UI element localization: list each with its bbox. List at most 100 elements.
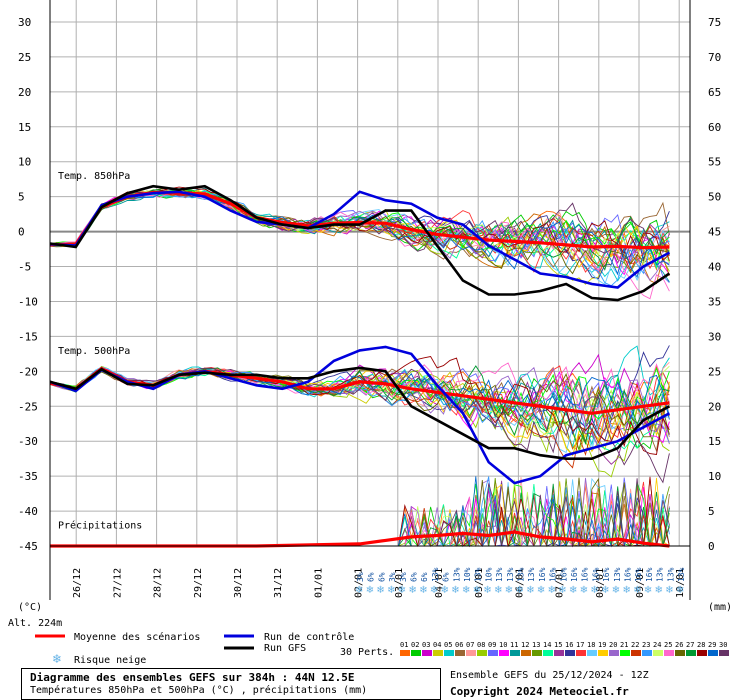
x-date-label: 04/01: [434, 568, 445, 598]
panel-label: Précipitations: [58, 520, 142, 532]
y-right-tick: 45: [708, 226, 721, 239]
legend-pert-id: 26: [675, 641, 683, 649]
legend-pert-swatch: [444, 650, 454, 656]
x-date-label: 31/12: [273, 568, 284, 598]
legend-pert-swatch: [697, 650, 707, 656]
precip-prob-label: 13%: [613, 567, 622, 582]
snow-flake-icon: ❄: [644, 585, 652, 596]
legend-pert-id: 09: [488, 641, 496, 649]
panel-label: Temp. 500hPa: [58, 346, 130, 357]
legend-pert-swatch: [609, 650, 619, 656]
snow-flake-icon: ❄: [526, 585, 534, 596]
legend-pert-id: 22: [631, 641, 639, 649]
legend-pert-id: 07: [466, 641, 474, 649]
legend-pert-swatch: [455, 650, 465, 656]
snow-flake-icon: ❄: [462, 585, 470, 596]
chart-axes: [49, 0, 691, 600]
snow-flake-icon: ❄: [376, 585, 384, 596]
legend-pert-swatch: [642, 650, 652, 656]
snow-flake-icon: ❄: [633, 585, 641, 596]
legend-pert-swatch: [411, 650, 421, 656]
y-left-tick: 30: [18, 16, 31, 29]
x-date-label: 03/01: [394, 568, 405, 598]
y-right-tick: 60: [708, 121, 721, 134]
precip-prob-label: 16%: [570, 567, 579, 582]
y-left-tick: 10: [18, 156, 31, 169]
y-left-tick: -5: [18, 261, 31, 274]
legend-pert-id: 01: [400, 641, 408, 649]
x-date-label: 07/01: [555, 568, 566, 598]
y-right-tick: 75: [708, 16, 721, 29]
x-date-label: 26/12: [72, 568, 83, 598]
snow-flake-icon: ❄: [419, 585, 427, 596]
y-left-tick: -45: [18, 540, 38, 553]
y-right-tick: 50: [708, 191, 721, 204]
precip-prob-label: 13%: [506, 567, 515, 582]
precip-prob-label: 16%: [581, 567, 590, 582]
snow-flake-icon: ❄: [516, 585, 524, 596]
y-left-tick: 15: [18, 121, 31, 134]
x-date-label: 05/01: [474, 568, 485, 598]
snow-flake-icon: ❄: [473, 585, 481, 596]
y-right-tick: 5: [708, 505, 715, 518]
precip-prob-label: 13%: [452, 567, 461, 582]
precip-prob-label: 10%: [484, 567, 493, 582]
legend-pert-swatch: [708, 650, 718, 656]
legend-pert-id: 12: [521, 641, 529, 649]
legend-pert-swatch: [620, 650, 630, 656]
precip-prob-label: 6%: [442, 572, 451, 582]
legend-pert-id: 16: [565, 641, 573, 649]
snow-flake-icon: ❄: [355, 585, 363, 596]
snow-flake-icon: ❄: [537, 585, 545, 596]
chart-title: Diagramme des ensembles GEFS sur 384h : …: [30, 671, 355, 684]
legend-pert-id: 04: [433, 641, 441, 649]
legend-pert-id: 21: [620, 641, 628, 649]
legend-pert-id: 18: [587, 641, 595, 649]
snow-flake-icon: ❄: [548, 585, 556, 596]
legend-pert-id: 24: [653, 641, 661, 649]
legend-pert-id: 20: [609, 641, 617, 649]
precip-prob-label: 13%: [666, 567, 675, 582]
legend-pert-id: 23: [642, 641, 650, 649]
legend-pert-swatch: [565, 650, 575, 656]
legend-pert-swatch: [598, 650, 608, 656]
legend-pert-id: 05: [444, 641, 452, 649]
snow-flake-icon: ❄: [366, 585, 374, 596]
snow-flake-icon: ❄: [441, 585, 449, 596]
precip-prob-label: 16%: [634, 567, 643, 582]
gfs-run-line-850: [49, 184, 671, 302]
ensemble-member-line: [49, 189, 670, 270]
snow-flake-icon: ❄: [494, 585, 502, 596]
snow-flake-icon: ❄: [387, 585, 395, 596]
snow-flake-icon: ❄: [398, 585, 406, 596]
precip-prob-label: 13%: [495, 567, 504, 582]
x-date-label: 30/12: [233, 568, 244, 598]
precip-prob-label: 6%: [367, 572, 376, 582]
run-info: Ensemble GEFS du 25/12/2024 - 12Z: [450, 670, 649, 681]
legend-pert-id: 02: [411, 641, 419, 649]
y-right-tick: 55: [708, 156, 721, 169]
legend-pert-swatch: [422, 650, 432, 656]
y-right-tick: 15: [708, 435, 721, 448]
plot-area: [50, 0, 690, 546]
legend-pert-swatch: [653, 650, 663, 656]
title-box: Diagramme des ensembles GEFS sur 384h : …: [21, 668, 441, 700]
copyright: Copyright 2024 Meteociel.fr: [450, 685, 629, 698]
y-left-tick: 5: [18, 191, 25, 204]
legend-pert-swatch: [400, 650, 410, 656]
right-unit-label: (mm): [708, 602, 732, 613]
precip-prob-label: 10%: [463, 567, 472, 582]
snow-flake-icon: ❄: [409, 585, 417, 596]
y-right-tick: 20: [708, 400, 721, 413]
precip-prob-label: 13%: [677, 567, 686, 582]
snow-flake-icon: ❄: [612, 585, 620, 596]
legend-pert-id: 11: [510, 641, 518, 649]
legend-pert-swatch: [554, 650, 564, 656]
control-run-line-850: [49, 190, 671, 289]
legend-pert-swatch: [631, 650, 641, 656]
legend-pert-id: 29: [708, 641, 716, 649]
legend-pert-id: 25: [664, 641, 672, 649]
snow-flake-icon: ❄: [655, 585, 663, 596]
snow-flake-icon: ❄: [569, 585, 577, 596]
